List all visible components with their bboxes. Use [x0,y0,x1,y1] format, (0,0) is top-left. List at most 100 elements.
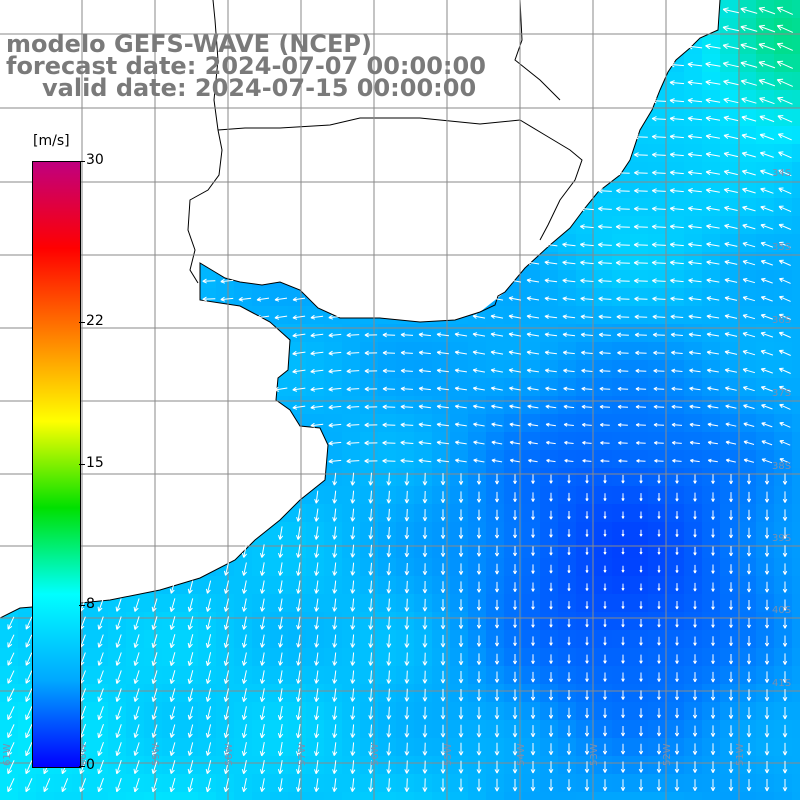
field-cell [90,648,109,667]
wind-arrow [292,386,306,392]
field-cell [612,378,631,397]
longitude-label: 58W [224,743,235,766]
wind-arrow [669,134,684,140]
field-cell [594,720,613,739]
field-cell [414,378,433,397]
wind-arrow [187,760,194,775]
field-cell [396,702,415,721]
field-cell [378,738,397,757]
wind-arrow [133,760,140,775]
field-cell [648,612,667,631]
field-cell [306,756,325,775]
field-cell [648,666,667,685]
field-cell [144,738,163,757]
field-cell [270,576,289,595]
field-cell [720,684,739,703]
wind-arrow [422,778,428,792]
field-cell [576,792,595,800]
field-cell [288,288,307,307]
field-cell [108,684,127,703]
wind-arrow [364,440,378,446]
wind-arrow [711,654,715,665]
field-cell [468,576,487,595]
wind-arrow [526,314,540,319]
field-cell [504,468,523,487]
wind-arrow [526,278,540,283]
field-cell [180,702,199,721]
wind-arrow [97,598,104,612]
wind-arrow [742,187,756,194]
wind-arrow [508,350,522,355]
wind-arrow [723,151,739,158]
wind-arrow [418,440,432,446]
field-cell [450,594,469,613]
field-cell [612,702,631,721]
field-cell [162,648,181,667]
wind-arrow [404,508,410,522]
field-cell [270,522,289,541]
field-cell [486,486,505,505]
wind-arrow [635,386,647,391]
wind-arrow [364,404,378,410]
wind-arrow [689,440,700,445]
wind-arrow [705,115,721,122]
wind-arrow [328,404,342,410]
field-cell [630,180,649,199]
wind-arrow [368,616,374,630]
wind-arrow [220,296,234,302]
wind-arrow [585,565,589,573]
field-cell [738,684,757,703]
wind-arrow [778,367,791,374]
field-cell [360,540,379,559]
wind-arrow [779,277,791,284]
wind-arrow [544,314,558,320]
field-cell [702,756,721,775]
wind-arrow [546,458,556,463]
field-cell [702,630,721,649]
field-cell [234,648,253,667]
colorbar-tick-mark [79,766,85,767]
wind-arrow [454,350,467,355]
wind-arrow [512,779,518,792]
wind-arrow [440,652,446,666]
wind-arrow [169,634,176,649]
field-cell [270,738,289,757]
wind-arrow [328,314,342,320]
field-cell [684,576,703,595]
field-cell [792,594,800,613]
field-cell [774,612,793,631]
wind-arrow [476,653,482,665]
wind-arrow [277,742,284,757]
field-cell [90,630,109,649]
wind-arrow [223,742,229,757]
wind-arrow [238,296,252,302]
wind-arrow [97,616,104,630]
wind-arrow [722,61,739,68]
wind-arrow [729,600,733,610]
wind-arrow [169,688,176,702]
field-cell [504,486,523,505]
field-cell [648,558,667,577]
wind-arrow [382,368,396,374]
wind-arrow [544,296,558,302]
wind-arrow [386,634,392,648]
wind-arrow [332,688,338,702]
field-cell [684,216,703,235]
wind-arrow [508,314,522,319]
field-cell [432,792,451,800]
field-cell [432,324,451,343]
wind-arrow [566,690,572,701]
wind-arrow [473,404,485,409]
wind-arrow [494,778,500,792]
wind-arrow [332,634,338,648]
wind-arrow [782,671,788,683]
wind-arrow [764,473,770,485]
field-cell [774,54,793,73]
longitude-label: 57W [297,743,308,766]
field-cell [774,342,793,361]
field-cell [702,126,721,145]
wind-arrow [494,599,500,611]
wind-arrow [350,634,356,648]
wind-arrow [274,314,288,320]
field-cell [756,576,775,595]
